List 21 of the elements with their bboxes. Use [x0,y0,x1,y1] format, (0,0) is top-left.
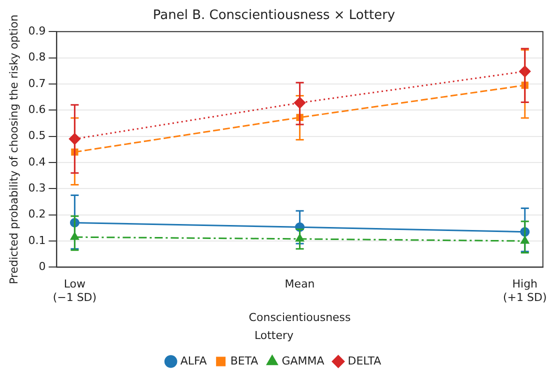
y-tick-label: 0.5 [28,129,46,142]
legend-label: DELTA [348,354,382,368]
legend-label: ALFA [180,354,208,368]
legend-label: BETA [230,354,259,368]
y-tick-label: 0.6 [28,102,46,116]
y-axis-title: Predicted probability of choosing the risky option [7,14,20,284]
y-tick-label: 0.1 [28,234,46,247]
legend-label: GAMMA [282,354,325,368]
y-tick-label: 0.8 [28,50,46,64]
y-tick-label: 0.2 [28,208,46,221]
y-tick-label: 0.9 [28,24,46,38]
y-tick-label: 0.4 [28,155,46,168]
x-tick-label: Mean [284,278,315,291]
y-tick-label: 0.7 [28,76,46,90]
y-tick-label: 0 [38,260,46,274]
y-tick-label: 0.3 [28,182,46,195]
x-tick-label: Low (−1 SD) [52,278,97,304]
x-tick-label: High (+1 SD) [503,278,547,304]
chart-title: Panel B. Conscientiousness × Lottery [152,8,396,24]
legend-title: Lottery [254,329,294,342]
x-axis-title: Conscientiousness [248,311,352,324]
